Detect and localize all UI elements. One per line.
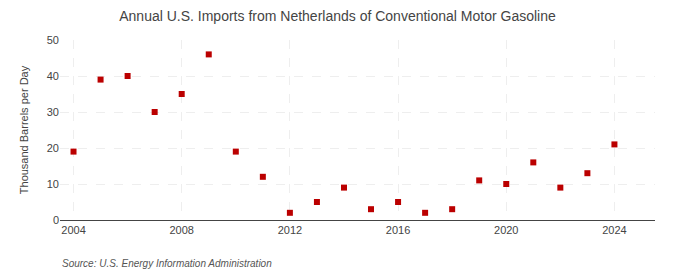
svg-text:30: 30	[47, 106, 59, 118]
svg-text:2008: 2008	[169, 224, 193, 236]
svg-text:0: 0	[53, 214, 59, 226]
svg-text:2024: 2024	[602, 224, 626, 236]
svg-text:Annual U.S. Imports from Nethe: Annual U.S. Imports from Netherlands of …	[119, 8, 556, 24]
svg-text:20: 20	[47, 142, 59, 154]
svg-text:50: 50	[47, 34, 59, 46]
svg-text:2012: 2012	[278, 224, 302, 236]
svg-text:Source: U.S. Energy Informatio: Source: U.S. Energy Information Administ…	[62, 258, 272, 269]
svg-text:10: 10	[47, 178, 59, 190]
svg-text:40: 40	[47, 70, 59, 82]
svg-text:Thousand Barrels per Day: Thousand Barrels per Day	[18, 65, 30, 194]
svg-text:2016: 2016	[386, 224, 410, 236]
svg-text:2020: 2020	[494, 224, 518, 236]
svg-text:2004: 2004	[61, 224, 85, 236]
